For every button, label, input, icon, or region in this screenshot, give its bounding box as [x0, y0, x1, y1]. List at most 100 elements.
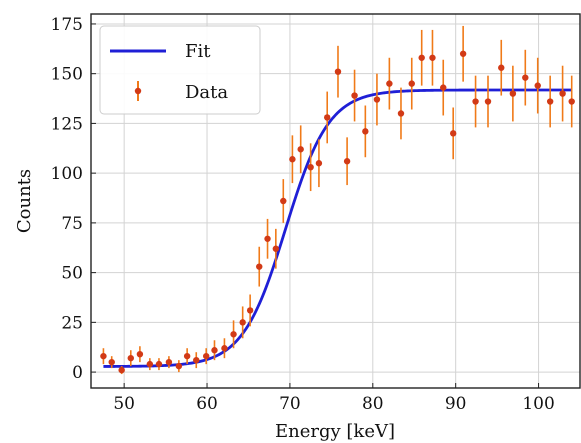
data-marker: [546, 98, 554, 105]
x-axis-label: Energy [keV]: [275, 421, 395, 442]
data-point: [108, 356, 115, 369]
data-point: [408, 57, 415, 110]
data-marker: [484, 98, 492, 105]
data-point: [534, 57, 541, 114]
data-point: [203, 348, 210, 365]
data-point: [230, 320, 237, 349]
data-point: [559, 65, 566, 122]
data-marker: [272, 245, 280, 252]
y-tick-label: 175: [51, 15, 83, 35]
data-marker: [256, 263, 263, 270]
x-tick-label: 80: [362, 394, 384, 414]
legend-data-swatch-marker: [134, 87, 142, 95]
data-marker: [429, 54, 436, 61]
data-marker: [397, 110, 405, 117]
data-point: [221, 338, 228, 359]
data-point: [373, 73, 381, 126]
data-marker: [324, 114, 331, 121]
data-marker: [534, 82, 541, 89]
data-marker: [246, 307, 254, 314]
data-marker: [203, 352, 210, 360]
data-marker: [472, 98, 479, 105]
data-point: [239, 306, 246, 339]
data-point: [100, 348, 107, 365]
x-tick-label: 60: [196, 394, 218, 414]
data-point: [546, 75, 554, 128]
legend-box: [99, 25, 261, 115]
data-point: [509, 65, 517, 122]
data-point: [175, 360, 183, 373]
data-marker: [522, 74, 529, 81]
data-marker: [289, 156, 296, 163]
data-point: [136, 346, 144, 363]
data-point: [211, 340, 218, 361]
data-point: [324, 91, 331, 144]
data-marker: [297, 146, 304, 153]
data-point: [280, 179, 287, 223]
data-marker: [118, 366, 125, 374]
data-marker: [193, 356, 200, 364]
x-tick-label: 90: [445, 394, 467, 414]
data-marker: [334, 68, 342, 75]
data-point: [568, 75, 575, 128]
data-layer: [100, 25, 575, 375]
y-tick-label: 100: [51, 164, 83, 184]
data-marker: [211, 347, 218, 354]
data-marker: [362, 128, 369, 135]
data-point: [264, 218, 271, 259]
data-marker: [386, 80, 393, 87]
data-point: [429, 29, 436, 86]
data-marker: [559, 90, 566, 97]
data-point: [459, 25, 467, 82]
data-point: [246, 294, 254, 327]
data-point: [146, 358, 154, 371]
data-point: [472, 75, 479, 128]
data-marker: [165, 358, 173, 366]
data-marker: [449, 130, 457, 137]
data-point: [183, 348, 191, 365]
plot-frame: [90, 13, 581, 389]
data-point: [315, 139, 323, 188]
data-point: [334, 45, 342, 98]
x-tick-label: 100: [522, 394, 554, 414]
data-marker: [155, 360, 163, 368]
tick-labels: 50 60 70 80 90 100 0 25 50 75 100 125 150 175: [51, 15, 555, 414]
ticks: [91, 23, 540, 388]
data-marker: [136, 350, 144, 358]
data-point: [272, 228, 280, 269]
data-point: [297, 125, 304, 174]
legend-fit-label: Fit: [185, 41, 211, 62]
data-point: [256, 246, 263, 287]
fit-layer: [103, 88, 572, 368]
data-marker: [509, 90, 517, 97]
data-point: [440, 59, 447, 116]
data-point: [289, 135, 296, 184]
y-tick-label: 25: [61, 313, 83, 333]
data-point: [362, 105, 369, 158]
data-point: [522, 49, 529, 106]
y-tick-label: 50: [61, 264, 83, 284]
data-marker: [100, 352, 107, 360]
data-point: [484, 75, 492, 128]
data-marker: [280, 197, 287, 205]
data-point: [155, 358, 163, 371]
data-marker: [343, 158, 351, 165]
data-marker: [183, 352, 191, 360]
data-marker: [373, 96, 381, 103]
data-marker: [221, 345, 228, 352]
data-point: [165, 356, 173, 369]
data-marker: [440, 84, 447, 91]
x-tick-label: 70: [279, 394, 301, 414]
data-marker: [230, 331, 237, 338]
x-tick-label: 50: [113, 394, 135, 414]
y-tick-label: 150: [51, 65, 83, 85]
data-marker: [568, 98, 575, 105]
data-marker: [307, 163, 314, 171]
legend: Fit Data: [99, 25, 261, 115]
data-point: [307, 143, 314, 192]
data-point: [193, 352, 200, 369]
fit-curve: [103, 88, 572, 368]
data-marker: [418, 54, 425, 61]
data-point: [397, 87, 405, 140]
